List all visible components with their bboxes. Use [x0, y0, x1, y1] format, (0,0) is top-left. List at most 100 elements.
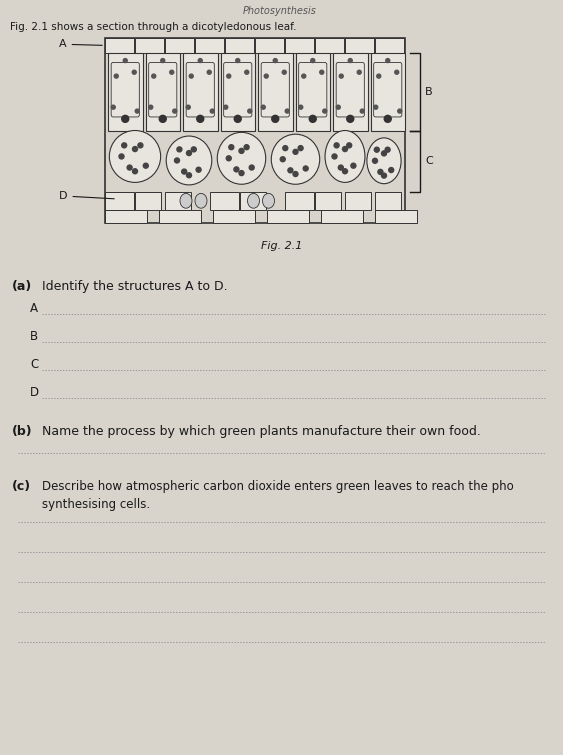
Circle shape [114, 74, 118, 78]
Circle shape [170, 70, 174, 74]
Circle shape [132, 169, 137, 174]
Ellipse shape [180, 193, 192, 208]
Circle shape [111, 105, 115, 109]
Circle shape [348, 59, 352, 63]
Circle shape [320, 70, 324, 74]
Circle shape [382, 151, 387, 156]
Circle shape [373, 159, 378, 163]
FancyBboxPatch shape [221, 53, 255, 131]
FancyBboxPatch shape [105, 192, 133, 210]
Circle shape [207, 70, 211, 74]
Circle shape [122, 143, 127, 148]
Circle shape [138, 143, 143, 148]
Circle shape [288, 168, 293, 173]
Text: Fig. 2.1 shows a section through a dicotyledonous leaf.: Fig. 2.1 shows a section through a dicot… [10, 22, 297, 32]
Circle shape [360, 109, 364, 113]
Circle shape [272, 116, 279, 122]
Ellipse shape [195, 193, 207, 208]
Circle shape [236, 59, 240, 63]
FancyBboxPatch shape [285, 38, 314, 53]
Circle shape [239, 171, 244, 176]
Circle shape [132, 70, 136, 74]
FancyBboxPatch shape [111, 63, 139, 117]
Circle shape [182, 169, 187, 174]
FancyBboxPatch shape [224, 63, 252, 117]
FancyBboxPatch shape [315, 38, 345, 53]
Circle shape [122, 116, 129, 122]
FancyBboxPatch shape [159, 210, 201, 223]
Circle shape [127, 165, 132, 170]
Circle shape [397, 109, 402, 113]
Circle shape [234, 167, 239, 172]
Circle shape [309, 116, 316, 122]
Circle shape [264, 74, 268, 78]
FancyBboxPatch shape [213, 210, 255, 223]
Circle shape [342, 146, 347, 152]
Circle shape [385, 116, 391, 122]
Text: C: C [425, 156, 433, 166]
Ellipse shape [109, 131, 160, 183]
Circle shape [210, 109, 215, 113]
Circle shape [302, 74, 306, 78]
Circle shape [374, 147, 379, 153]
Text: A: A [59, 39, 102, 49]
Circle shape [196, 167, 201, 172]
Circle shape [283, 146, 288, 151]
Circle shape [282, 70, 286, 74]
FancyBboxPatch shape [267, 210, 309, 223]
Circle shape [334, 143, 339, 148]
Circle shape [249, 165, 254, 170]
Circle shape [298, 146, 303, 151]
Circle shape [191, 147, 196, 152]
Circle shape [229, 145, 234, 149]
Circle shape [186, 173, 191, 177]
Circle shape [173, 109, 177, 113]
Circle shape [119, 154, 124, 159]
Text: (a): (a) [12, 280, 32, 293]
Circle shape [175, 158, 180, 163]
Ellipse shape [325, 131, 365, 183]
Circle shape [224, 105, 228, 109]
Text: Fig. 2.1: Fig. 2.1 [261, 241, 303, 251]
Circle shape [293, 149, 298, 154]
FancyBboxPatch shape [374, 63, 402, 117]
Circle shape [198, 59, 202, 63]
FancyBboxPatch shape [336, 63, 364, 117]
Circle shape [149, 105, 153, 109]
FancyBboxPatch shape [105, 210, 147, 223]
Circle shape [244, 145, 249, 149]
Text: Describe how atmospheric carbon dioxide enters green leaves to reach the pho: Describe how atmospheric carbon dioxide … [42, 480, 514, 493]
FancyBboxPatch shape [285, 192, 314, 210]
FancyBboxPatch shape [321, 210, 363, 223]
Text: A: A [30, 301, 38, 315]
Ellipse shape [271, 134, 320, 184]
Text: synthesising cells.: synthesising cells. [42, 498, 150, 511]
Circle shape [186, 150, 191, 156]
FancyBboxPatch shape [149, 63, 177, 117]
Circle shape [336, 105, 340, 109]
Text: (b): (b) [12, 425, 33, 438]
Text: B: B [30, 329, 38, 343]
Circle shape [347, 143, 352, 148]
FancyBboxPatch shape [370, 53, 405, 131]
Circle shape [189, 74, 193, 78]
Circle shape [382, 173, 387, 178]
FancyBboxPatch shape [375, 210, 417, 223]
FancyBboxPatch shape [375, 38, 404, 53]
Text: Photosynthesis: Photosynthesis [243, 6, 317, 16]
FancyBboxPatch shape [345, 38, 374, 53]
Circle shape [248, 109, 252, 113]
Text: Name the process by which green plants manufacture their own food.: Name the process by which green plants m… [42, 425, 481, 438]
Ellipse shape [217, 132, 266, 184]
Text: C: C [30, 358, 38, 371]
FancyBboxPatch shape [195, 38, 225, 53]
Circle shape [293, 171, 298, 177]
Circle shape [311, 59, 315, 63]
Circle shape [374, 105, 378, 109]
FancyBboxPatch shape [258, 53, 293, 131]
FancyBboxPatch shape [183, 53, 217, 131]
FancyBboxPatch shape [210, 192, 239, 210]
Circle shape [234, 116, 242, 122]
Circle shape [377, 74, 381, 78]
Circle shape [144, 163, 148, 168]
